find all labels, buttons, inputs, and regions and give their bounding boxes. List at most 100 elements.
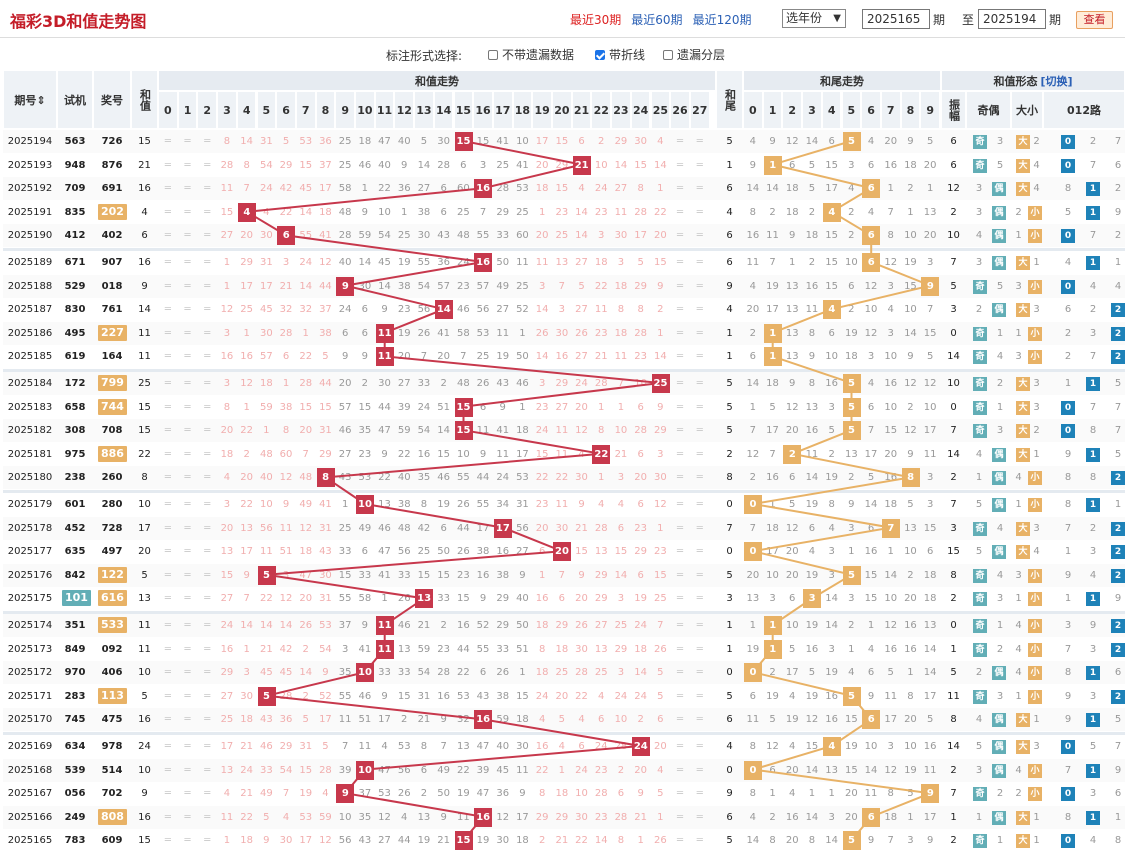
sum-miss: 26 [397,788,411,800]
col-issue[interactable]: 期号⇕ [3,70,57,129]
sum-miss: 10 [338,811,352,823]
tail-miss: 8 [749,788,757,800]
road-miss: 2 [1064,351,1072,363]
sum-miss: 15 [319,401,332,413]
hw-cell: 1 [726,327,733,339]
sum-miss: 9 [479,593,487,605]
tail-miss: 1 [769,788,776,800]
sum-miss: 18 [535,667,549,679]
sum-miss: 51 [516,643,529,655]
tail-miss: 8 [749,741,757,752]
period-link-1[interactable]: 最近60期 [631,13,683,27]
sum-miss: 59 [319,811,332,823]
sum-miss: 16 [220,643,234,655]
big-miss: 1 [1015,499,1022,510]
sum-miss: 1 [401,206,408,218]
odd-miss: 1 [975,811,983,823]
option-line[interactable]: 带折线 [595,46,645,63]
sum-miss: 45 [378,257,391,268]
sum-miss: 9 [401,159,408,171]
tail-miss: 6 [789,472,796,484]
sum-miss: 53 [516,472,529,484]
road-miss: 8 [1064,499,1072,510]
tail-hit: 6 [862,807,881,827]
period-link-0[interactable]: 最近30期 [570,13,622,27]
sum-miss: 14 [299,206,313,218]
sum-miss: 9 [578,569,585,581]
road-miss: 1 [1114,811,1122,823]
tail-miss: 16 [805,280,819,292]
checkbox-layer[interactable] [663,49,673,60]
sum-miss: 30 [417,230,431,242]
sum-miss: 25 [476,351,490,363]
issue-cell: 2025188 [7,280,53,292]
road-badge: 1 [1086,810,1100,825]
sum-miss: 3 [617,593,625,605]
jh-cell: 728 [101,522,123,534]
sum-miss: 11 [358,741,372,752]
period-link-2[interactable]: 最近120期 [692,13,752,27]
tail-miss: 14 [746,183,760,195]
sum-miss: 30 [634,136,647,147]
big-miss: 3 [1015,280,1022,292]
zf-cell: 0 [950,327,957,339]
zf-cell: 10 [947,230,960,242]
year-select[interactable]: 选年份 ▼ [782,9,846,28]
tail-miss: 2 [907,401,914,413]
sum-miss: 9 [657,401,664,413]
zf-cell: 7 [950,788,957,800]
query-button[interactable]: 查看 [1076,11,1113,29]
sum-miss: ═ [204,764,211,776]
sum-miss: ═ [677,159,684,171]
sum-miss: 49 [259,788,273,800]
sum-miss: 33 [378,667,391,679]
sum-miss: 6 [617,522,625,534]
from-issue-input[interactable]: 2025165 [862,9,930,29]
zf-cell: 15 [947,546,960,558]
tail-miss: 17 [766,304,779,316]
sum-miss: 28 [594,378,608,389]
option-layer[interactable]: 遗漏分层 [663,46,725,63]
sum-miss: 24 [575,764,588,776]
tail-miss: 12 [805,714,819,726]
hz-cell: 16 [138,257,151,268]
even-miss: 2 [996,643,1004,655]
issue-cell: 2025174 [7,620,53,631]
switch-link[interactable]: [切换] [1040,74,1073,88]
sum-miss: 28 [437,159,450,171]
sum-miss: 18 [240,835,253,847]
sum-miss: 12 [220,304,234,316]
sum-miss: 20 [299,425,313,437]
sum-miss: 25 [240,304,253,316]
sum-miss: 6 [479,401,487,413]
sum-miss: 1 [263,425,270,437]
sum-miss: ═ [164,643,171,655]
hw-cell: 0 [726,546,733,558]
small-badge: 小 [1028,666,1042,681]
tail-miss: 6 [828,327,835,339]
tail-miss: 6 [808,522,816,534]
sum-miss: 48 [338,206,352,218]
sum-miss: ═ [164,546,171,558]
checkbox-no-miss[interactable] [488,49,498,60]
sj-cell: 671 [64,257,86,268]
checkbox-line[interactable] [595,49,605,60]
hw-cell: 6 [726,257,733,268]
hw-cell: 1 [726,643,733,655]
sum-miss: 16 [456,620,470,631]
sum-miss: 2 [420,788,428,800]
sum-miss: 9 [322,667,329,679]
jh-badge: 202 [98,203,127,220]
sum-miss: 6 [637,448,644,460]
sum-miss: ═ [164,183,171,195]
sum-miss: 6 [558,593,566,605]
sum-miss: 5 [322,741,329,752]
road-miss: 7 [1064,764,1072,776]
sum-miss: 15 [299,764,313,776]
option-no-miss[interactable]: 不带遗漏数据 [488,46,574,63]
to-issue-input[interactable]: 2025194 [978,9,1046,29]
sum-miss: 36 [397,183,411,195]
sum-miss: ═ [677,327,684,339]
sum-miss: 25 [417,546,431,558]
sum-miss: 56 [338,835,352,847]
